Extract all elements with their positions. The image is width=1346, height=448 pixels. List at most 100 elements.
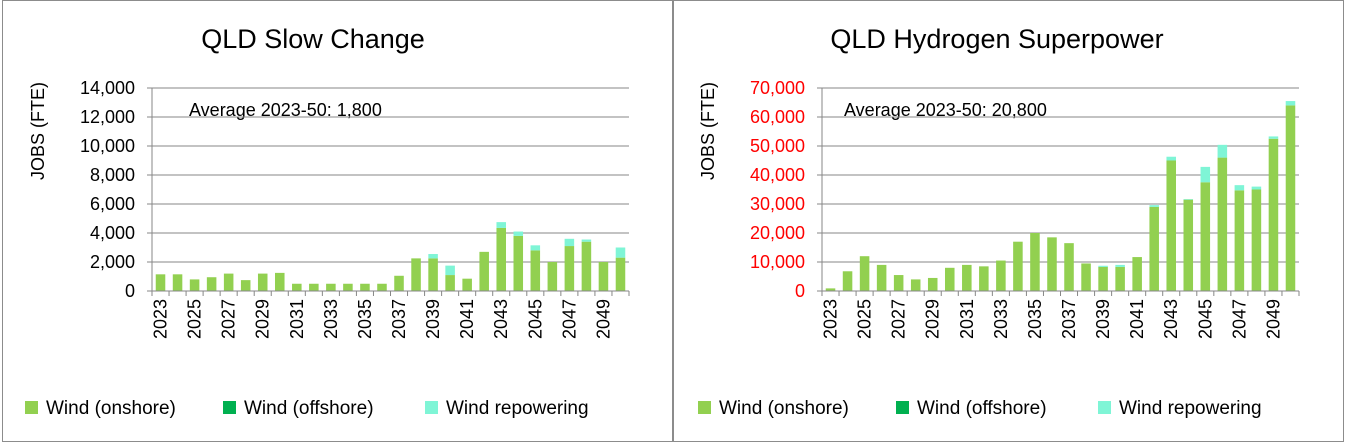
bar-wind-onshore	[1030, 233, 1040, 291]
bar-wind-repowering	[445, 265, 455, 276]
y-tick-label: 12,000	[80, 107, 135, 127]
bar-wind-onshore	[547, 262, 558, 291]
legend-swatch-wind-onshore	[25, 401, 38, 414]
x-tick-label: 2025	[185, 299, 205, 339]
bar-wind-onshore	[1132, 257, 1142, 291]
bar-wind-onshore	[1183, 199, 1194, 291]
bar-wind-repowering	[530, 245, 541, 251]
chart-panel-hydrogen-superpower: QLD Hydrogen Superpower JOBS (FTE) Avera…	[673, 0, 1344, 442]
bar-wind-onshore	[428, 258, 438, 291]
y-tick-label: 10,000	[750, 252, 805, 272]
bar-wind-repowering	[1115, 264, 1125, 267]
x-tick-label: 2045	[1195, 299, 1215, 339]
bar-wind-onshore	[1251, 189, 1262, 291]
y-tick-label: 4,000	[90, 223, 135, 243]
legend-label-wind-onshore: Wind (onshore)	[46, 398, 176, 419]
y-tick-label: 2,000	[90, 252, 135, 272]
chart-title: QLD Hydrogen Superpower	[830, 24, 1163, 54]
bar-wind-onshore	[1013, 241, 1023, 291]
bar-wind-onshore	[343, 283, 353, 291]
bar-wind-onshore	[189, 279, 200, 291]
bar-wind-repowering	[581, 239, 592, 242]
bar-wind-onshore	[927, 277, 938, 291]
x-tick-label: 2049	[1263, 299, 1283, 339]
x-tick-label: 2035	[355, 299, 375, 339]
y-tick-label: 8,000	[90, 165, 135, 185]
bar-wind-onshore	[411, 258, 421, 291]
y-axis-label: JOBS (FTE)	[698, 82, 718, 180]
legend-label-wind-offshore: Wind (offshore)	[917, 398, 1047, 419]
bar-wind-onshore	[1081, 263, 1091, 291]
bar-wind-onshore	[842, 271, 853, 291]
bar-wind-onshore	[496, 227, 507, 291]
bar-wind-onshore	[893, 275, 904, 291]
bar-wind-onshore	[1217, 157, 1228, 291]
bar-wind-onshore	[1268, 138, 1279, 291]
x-tick-label: 2037	[389, 299, 409, 339]
bar-wind-repowering	[1183, 199, 1194, 200]
x-tick-label: 2041	[457, 299, 477, 339]
chart-annotation: Average 2023-50: 20,800	[844, 100, 1047, 120]
y-tick-label: 60,000	[750, 107, 805, 127]
legend-label-wind-onshore: Wind (onshore)	[719, 398, 849, 419]
bar-wind-repowering	[1098, 265, 1108, 267]
bar-wind-onshore	[962, 264, 972, 291]
bar-wind-onshore	[206, 277, 217, 291]
legend-swatch-wind-offshore	[223, 401, 236, 414]
bar-wind-onshore	[257, 273, 268, 291]
bar-wind-repowering	[1217, 144, 1228, 158]
y-tick-label: 14,000	[80, 78, 135, 98]
x-tick-label: 2039	[423, 299, 443, 339]
bar-wind-onshore	[326, 283, 336, 291]
bar-wind-repowering	[1166, 156, 1177, 161]
chart-annotation: Average 2023-50: 1,800	[189, 100, 382, 120]
legend-swatch-wind-repowering	[1098, 401, 1111, 414]
bar-wind-onshore	[615, 257, 626, 291]
bar-wind-repowering	[1268, 136, 1279, 139]
x-tick-label: 2023	[821, 299, 841, 339]
bar-wind-onshore	[360, 283, 370, 291]
x-tick-label: 2047	[559, 299, 579, 339]
bar-wind-onshore	[530, 250, 541, 291]
y-tick-label: 70,000	[750, 78, 805, 98]
bar-wind-repowering	[496, 222, 507, 228]
chart-svg-hydrogen-superpower: QLD Hydrogen Superpower JOBS (FTE) Avera…	[698, 24, 1300, 419]
chart-svg-slow-change: QLD Slow Change JOBS (FTE) Average 2023-…	[25, 24, 630, 419]
x-tick-label: 2033	[991, 299, 1011, 339]
y-axis-label: JOBS (FTE)	[28, 82, 48, 180]
y-tick-label: 30,000	[750, 194, 805, 214]
bar-wind-onshore	[1200, 182, 1211, 291]
x-tick-label: 2045	[525, 299, 545, 339]
plot-area: 0 10,000 20,000 30,000 40,000 50,000 60,000 70,…	[750, 78, 1300, 339]
bar-wind-repowering	[513, 231, 524, 236]
legend-swatch-wind-onshore	[698, 401, 711, 414]
bar-wind-onshore	[513, 235, 524, 291]
y-tick-label: 0	[795, 281, 805, 301]
bar-wind-onshore	[309, 283, 319, 291]
bar-wind-onshore	[598, 262, 609, 291]
bar-wind-onshore	[240, 280, 251, 291]
bar-wind-onshore	[944, 267, 955, 291]
bar-wind-onshore	[564, 246, 575, 291]
bar-wind-onshore	[825, 288, 836, 291]
bar-wind-repowering	[1234, 185, 1245, 191]
bar-wind-onshore	[445, 275, 455, 291]
bar-wind-onshore	[292, 283, 302, 291]
bar-wind-repowering	[1251, 186, 1262, 190]
bar-wind-repowering	[1200, 166, 1211, 183]
bar-wind-onshore	[274, 272, 285, 291]
bar-wind-repowering	[428, 254, 438, 259]
bar-wind-repowering	[564, 238, 575, 247]
x-tick-label: 2047	[1229, 299, 1249, 339]
x-tick-label: 2043	[1161, 299, 1181, 339]
legend-swatch-wind-repowering	[425, 401, 438, 414]
y-tick-label: 40,000	[750, 165, 805, 185]
legend: Wind (onshore) Wind (offshore) Wind repowe…	[698, 398, 1262, 419]
bar-wind-onshore	[1285, 105, 1296, 292]
bar-wind-onshore	[377, 283, 387, 291]
y-tick-label: 10,000	[80, 136, 135, 156]
legend-label-wind-repowering: Wind repowering	[446, 398, 589, 419]
bar-wind-repowering	[1149, 205, 1159, 207]
chart-panel-slow-change: QLD Slow Change JOBS (FTE) Average 2023-…	[2, 0, 673, 442]
